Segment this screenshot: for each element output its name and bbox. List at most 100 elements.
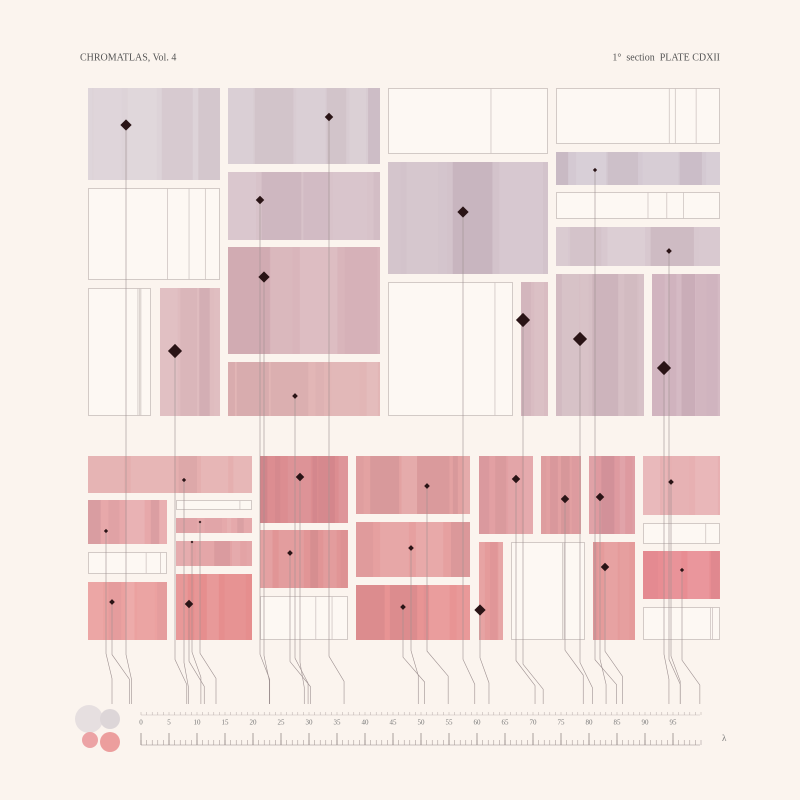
marker bbox=[679, 567, 685, 573]
stripe bbox=[624, 274, 637, 416]
tick-label: 35 bbox=[334, 719, 342, 727]
stripe bbox=[88, 88, 93, 180]
empty-swatch bbox=[388, 88, 548, 154]
stripe bbox=[495, 456, 507, 534]
stripe bbox=[706, 152, 720, 185]
swatch bbox=[388, 162, 548, 274]
stripe bbox=[108, 582, 122, 640]
stripe bbox=[699, 227, 720, 266]
stripe bbox=[88, 582, 104, 640]
leader bbox=[183, 480, 189, 704]
stripe bbox=[88, 456, 124, 493]
marker bbox=[295, 472, 305, 482]
swatch bbox=[643, 551, 720, 599]
dot bbox=[75, 705, 103, 733]
stripe bbox=[417, 456, 450, 514]
empty-swatch bbox=[511, 542, 585, 640]
stripe bbox=[650, 227, 694, 266]
stripe bbox=[176, 574, 188, 640]
stripe bbox=[349, 88, 367, 164]
stripe bbox=[159, 500, 167, 544]
stripe bbox=[452, 162, 493, 274]
stripe bbox=[642, 152, 679, 185]
stripe bbox=[237, 518, 244, 533]
marker bbox=[408, 545, 414, 551]
stripe bbox=[534, 282, 545, 416]
stripe bbox=[570, 227, 601, 266]
stripe bbox=[406, 162, 439, 274]
swatch bbox=[228, 88, 380, 164]
swatch bbox=[260, 456, 348, 523]
stripe bbox=[228, 247, 270, 354]
leader bbox=[522, 320, 544, 704]
stripe bbox=[687, 551, 710, 599]
stripe bbox=[589, 456, 596, 534]
leader bbox=[515, 479, 536, 704]
stripe bbox=[592, 274, 619, 416]
stripe bbox=[438, 162, 448, 274]
marker bbox=[258, 271, 270, 283]
stripe bbox=[93, 88, 122, 180]
stripe bbox=[523, 456, 533, 534]
leader bbox=[125, 125, 132, 704]
marker bbox=[515, 312, 531, 328]
swatch bbox=[88, 88, 220, 180]
stripe bbox=[108, 500, 120, 544]
stripe bbox=[356, 522, 374, 577]
stripe bbox=[178, 456, 198, 493]
stripe bbox=[571, 456, 579, 534]
leader bbox=[579, 339, 593, 704]
swatch bbox=[228, 247, 380, 354]
stripe bbox=[604, 542, 618, 640]
stripe bbox=[643, 551, 658, 599]
stripe bbox=[681, 274, 695, 416]
stripe bbox=[710, 551, 720, 599]
stripe bbox=[228, 362, 235, 416]
stripe bbox=[157, 582, 167, 640]
leader bbox=[299, 477, 305, 704]
empty-swatch bbox=[643, 523, 720, 544]
stripe bbox=[198, 88, 220, 180]
stripe bbox=[556, 227, 569, 266]
stripe bbox=[275, 456, 281, 523]
stripe bbox=[580, 274, 589, 416]
swatch bbox=[176, 541, 252, 566]
stripe bbox=[150, 500, 159, 544]
swatch bbox=[479, 456, 533, 534]
stripe bbox=[271, 247, 293, 354]
stripe bbox=[127, 88, 157, 180]
stripe bbox=[366, 362, 378, 416]
stripe bbox=[498, 542, 503, 640]
swatch bbox=[652, 274, 720, 416]
stripe bbox=[247, 541, 252, 566]
stripe bbox=[556, 274, 562, 416]
stripe bbox=[556, 152, 569, 185]
leader bbox=[670, 482, 681, 704]
stripe bbox=[373, 172, 380, 240]
stripe bbox=[206, 574, 219, 640]
leader bbox=[599, 497, 607, 704]
marker bbox=[292, 393, 298, 399]
stripe bbox=[312, 456, 318, 523]
leader bbox=[191, 542, 202, 704]
stripe bbox=[489, 542, 498, 640]
stripe bbox=[299, 247, 338, 354]
stripe bbox=[287, 456, 311, 523]
tick-label: 0 bbox=[139, 719, 143, 727]
stripe bbox=[329, 456, 335, 523]
swatch bbox=[521, 282, 548, 416]
empty-swatch bbox=[88, 552, 167, 574]
marker bbox=[592, 167, 598, 173]
stripe bbox=[126, 500, 145, 544]
stripe bbox=[601, 456, 615, 534]
leader bbox=[663, 368, 670, 704]
leader bbox=[479, 610, 490, 704]
leader bbox=[174, 351, 188, 704]
swatch bbox=[88, 456, 252, 493]
stripe bbox=[607, 227, 646, 266]
marker bbox=[572, 331, 588, 347]
stripe bbox=[479, 542, 485, 640]
stripe bbox=[326, 88, 347, 164]
swatch bbox=[356, 522, 470, 577]
stripe bbox=[672, 456, 689, 515]
